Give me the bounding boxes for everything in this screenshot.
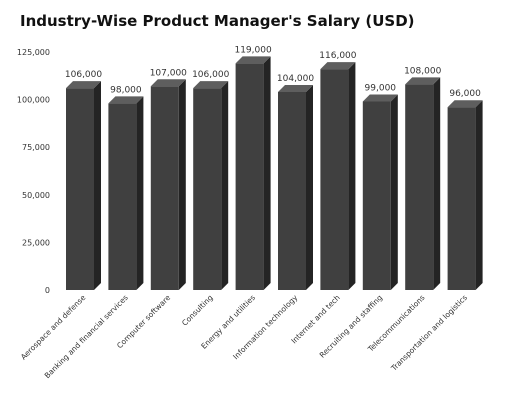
- bar-front: [66, 88, 94, 291]
- bar-front: [235, 63, 264, 291]
- x-tick-label: Consulting: [180, 293, 215, 328]
- bar: [235, 56, 271, 291]
- bar: [320, 62, 356, 290]
- bar: [278, 84, 313, 290]
- bar: [362, 94, 398, 290]
- y-tick-label: 100,000: [17, 96, 50, 105]
- bar-front: [150, 86, 179, 290]
- data-label: 99,000: [365, 84, 397, 94]
- bar-top: [66, 81, 101, 89]
- chart-title: Industry-Wise Product Manager's Salary (…: [20, 12, 415, 30]
- y-tick-label: 0: [45, 286, 50, 295]
- data-label: 107,000: [150, 68, 187, 78]
- bar: [66, 81, 101, 291]
- bar-front: [362, 101, 391, 290]
- bar-top: [447, 100, 483, 108]
- bar-top: [193, 81, 229, 89]
- y-tick-label: 125,000: [17, 48, 50, 57]
- data-label: 106,000: [192, 70, 229, 80]
- y-axis: 0 25,000 50,000 75,000 100,000 125,000: [17, 48, 50, 295]
- data-label: 106,000: [65, 70, 102, 80]
- bar: [405, 77, 441, 290]
- bar-side: [94, 81, 101, 291]
- data-label: 96,000: [449, 89, 481, 99]
- bar-side: [306, 84, 313, 290]
- bar-side: [263, 56, 271, 291]
- bar-front: [278, 91, 306, 290]
- bar-top: [108, 96, 144, 104]
- bar-side: [136, 96, 144, 291]
- y-tick-label: 75,000: [22, 143, 50, 152]
- bar-front: [108, 103, 137, 291]
- data-labels: 106,000 98,000 107,000 106,000 119,000 104,00…: [65, 45, 481, 99]
- x-tick-label: Transportation and logistics: [389, 293, 469, 373]
- bar-top: [405, 77, 441, 85]
- data-label: 104,000: [277, 74, 314, 84]
- bar-side: [433, 77, 441, 290]
- data-label: 119,000: [234, 45, 271, 55]
- bar-side: [221, 81, 229, 291]
- bar: [193, 81, 229, 291]
- bars: [66, 56, 483, 291]
- bar-top: [150, 79, 186, 87]
- bar: [108, 96, 144, 291]
- bar-top: [362, 94, 398, 102]
- bar-side: [348, 62, 356, 290]
- bar-front: [193, 88, 222, 291]
- x-tick-label: Banking and financial services: [43, 293, 130, 380]
- bar-top: [235, 56, 271, 64]
- data-label: 98,000: [110, 85, 142, 95]
- bar-top: [278, 84, 313, 92]
- bar-side: [475, 100, 483, 290]
- bar-top: [320, 62, 356, 70]
- bar: [447, 100, 483, 290]
- bar-front: [447, 107, 476, 290]
- bar-front: [320, 69, 349, 290]
- bar-front: [405, 84, 434, 290]
- bar-side: [390, 94, 398, 290]
- data-label: 108,000: [404, 66, 441, 76]
- bar: [150, 79, 186, 290]
- data-label: 116,000: [319, 51, 356, 61]
- y-tick-label: 25,000: [22, 238, 50, 247]
- bar-side: [178, 79, 186, 290]
- y-tick-label: 50,000: [22, 191, 50, 200]
